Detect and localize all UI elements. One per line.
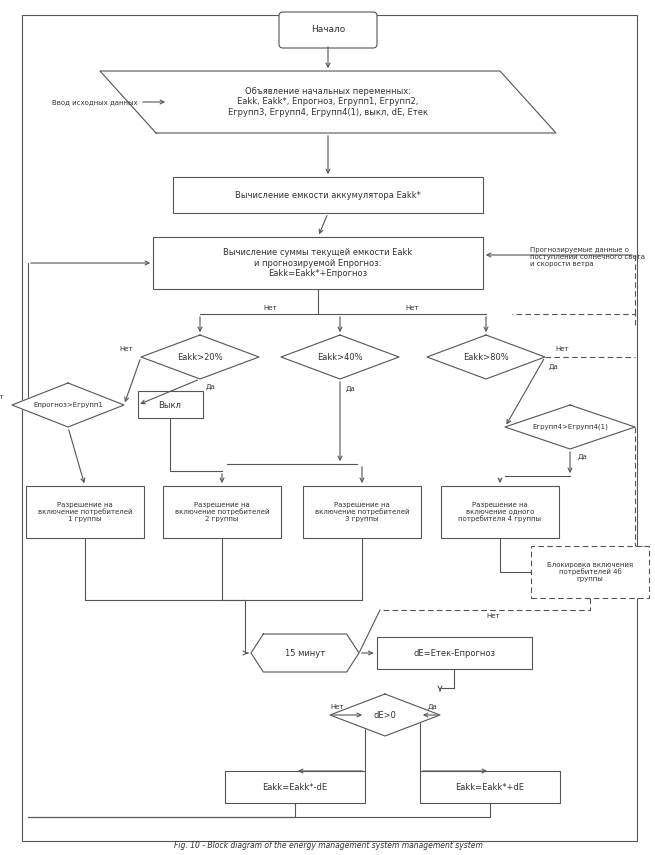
Polygon shape xyxy=(505,405,635,449)
Bar xyxy=(173,177,483,213)
Text: Нет: Нет xyxy=(487,613,500,619)
FancyBboxPatch shape xyxy=(279,12,377,48)
Text: Да: Да xyxy=(428,704,438,710)
Text: Разрешение на
включение потребителей
2 группы: Разрешение на включение потребителей 2 г… xyxy=(175,502,269,522)
Text: Разрешение на
включение потребителей
3 группы: Разрешение на включение потребителей 3 г… xyxy=(315,502,409,522)
Text: Разрешение на
включение потребителей
1 группы: Разрешение на включение потребителей 1 г… xyxy=(38,502,132,522)
Text: dE>0: dE>0 xyxy=(373,711,396,720)
Text: Нет: Нет xyxy=(555,346,569,352)
Polygon shape xyxy=(427,335,545,379)
Bar xyxy=(441,486,559,538)
Bar xyxy=(163,486,281,538)
Text: Выкл: Выкл xyxy=(159,400,181,410)
Text: Блокировка включения
потребителей 4б
группы: Блокировка включения потребителей 4б гру… xyxy=(547,562,633,582)
Text: Начало: Начало xyxy=(311,26,345,34)
Text: Да: Да xyxy=(206,384,215,390)
Bar xyxy=(26,486,144,538)
Text: Егрупп4>Егрупп4(1): Егрупп4>Егрупп4(1) xyxy=(532,424,608,430)
Text: Вычисление суммы текущей емкости Eakk
и прогнозируемой Епрогноз:
Eakk=Eakk*+Епро: Вычисление суммы текущей емкости Eakk и … xyxy=(223,248,413,278)
Bar xyxy=(225,771,365,803)
Text: Нет: Нет xyxy=(331,704,345,710)
Polygon shape xyxy=(100,71,556,133)
Text: Eakk>80%: Eakk>80% xyxy=(463,352,509,362)
Text: Eakk=Eakk*+dE: Eakk=Eakk*+dE xyxy=(455,782,525,792)
Text: Eakk>40%: Eakk>40% xyxy=(317,352,363,362)
Text: 15 минут: 15 минут xyxy=(285,648,325,657)
Polygon shape xyxy=(330,694,440,736)
Text: dE=Eтек-Епрогноз: dE=Eтек-Епрогноз xyxy=(413,648,495,657)
Polygon shape xyxy=(251,634,359,672)
Text: Да: Да xyxy=(578,454,588,460)
Bar xyxy=(420,771,560,803)
Text: Ввод исходных данных: Ввод исходных данных xyxy=(52,99,138,105)
Text: Нет: Нет xyxy=(0,394,4,400)
Bar xyxy=(531,546,649,598)
Text: Нет: Нет xyxy=(263,305,277,311)
Polygon shape xyxy=(12,383,124,427)
Bar xyxy=(377,637,531,669)
Text: Fig. 10 - Block diagram of the energy management system management system: Fig. 10 - Block diagram of the energy ma… xyxy=(174,840,483,850)
Text: Eakk>20%: Eakk>20% xyxy=(178,352,223,362)
Polygon shape xyxy=(281,335,399,379)
Text: Объявление начальных переменных:
Eakk, Eakk*, Епрогноз, Егрупп1, Егрупп2,
Егрупп: Объявление начальных переменных: Eakk, E… xyxy=(228,87,428,117)
Bar xyxy=(303,486,421,538)
Text: Разрешение на
включение одного
потребителя 4 группы: Разрешение на включение одного потребите… xyxy=(458,502,542,522)
Text: Вычисление емкости аккумулятора Eakk*: Вычисление емкости аккумулятора Eakk* xyxy=(235,191,421,199)
Text: Да: Да xyxy=(549,364,559,370)
Text: Да: Да xyxy=(346,386,356,392)
Bar xyxy=(138,392,202,418)
Text: Eakk=Eakk*-dE: Eakk=Eakk*-dE xyxy=(263,782,328,792)
Text: Епрогноз>Егрупп1: Епрогноз>Егрупп1 xyxy=(33,402,103,408)
Polygon shape xyxy=(141,335,259,379)
Text: Нет: Нет xyxy=(405,305,419,311)
Text: Нет: Нет xyxy=(119,346,133,352)
Bar xyxy=(153,237,483,289)
Text: Прогнозируемые данные о
поступлении солнечного света
и скорости ветра: Прогнозируемые данные о поступлении солн… xyxy=(530,247,645,267)
